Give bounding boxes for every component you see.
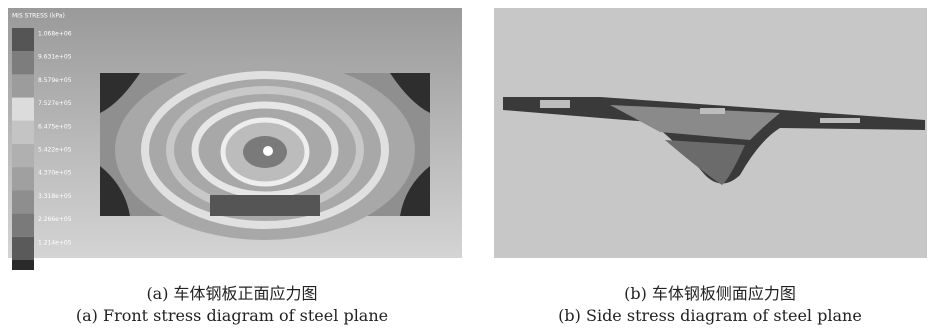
legend-label: 5.422e+05 bbox=[38, 147, 72, 154]
caption-en: (b) Side stress diagram of steel plane bbox=[490, 306, 930, 325]
legend-title: MIS STRESS (kPa) bbox=[12, 13, 65, 20]
legend-label: 1.214e+05 bbox=[38, 239, 72, 246]
legend-label: 4.370e+05 bbox=[38, 170, 72, 177]
legend-swatch bbox=[12, 260, 34, 270]
legend-swatch bbox=[12, 51, 34, 74]
legend-swatch bbox=[12, 74, 34, 97]
legend-swatch bbox=[12, 144, 34, 167]
caption-en: (a) Front stress diagram of steel plane bbox=[12, 306, 452, 325]
legend-label: 6.475e+05 bbox=[38, 123, 72, 130]
legend-swatches bbox=[12, 28, 34, 270]
legend-label: 8.579e+05 bbox=[38, 77, 72, 84]
legend-swatch bbox=[12, 214, 34, 237]
plate-front bbox=[100, 60, 430, 240]
legend-swatch bbox=[12, 28, 34, 51]
legend-label: 3.318e+05 bbox=[38, 193, 72, 200]
caption-cn: (b) 车体钢板侧面应力图 bbox=[490, 280, 930, 304]
legend-swatch bbox=[12, 121, 34, 144]
legend-swatch bbox=[12, 190, 34, 213]
legend-label: 7.527e+05 bbox=[38, 100, 72, 107]
caption-cn: (a) 车体钢板正面应力图 bbox=[12, 280, 452, 304]
figure: MIS STRESS (kPa) 1.068e+06 9.631e+05 8.579e… bbox=[0, 0, 934, 334]
legend-label: 2.266e+05 bbox=[38, 216, 72, 223]
images: MIS STRESS (kPa) 1.068e+06 9.631e+05 8.579e… bbox=[0, 0, 934, 270]
legend-label: 1.068e+06 bbox=[38, 31, 72, 38]
legend-swatch bbox=[12, 167, 34, 190]
legend-label: 9.631e+05 bbox=[38, 54, 72, 61]
legend-swatch bbox=[12, 237, 34, 260]
legend-swatch bbox=[12, 98, 34, 121]
